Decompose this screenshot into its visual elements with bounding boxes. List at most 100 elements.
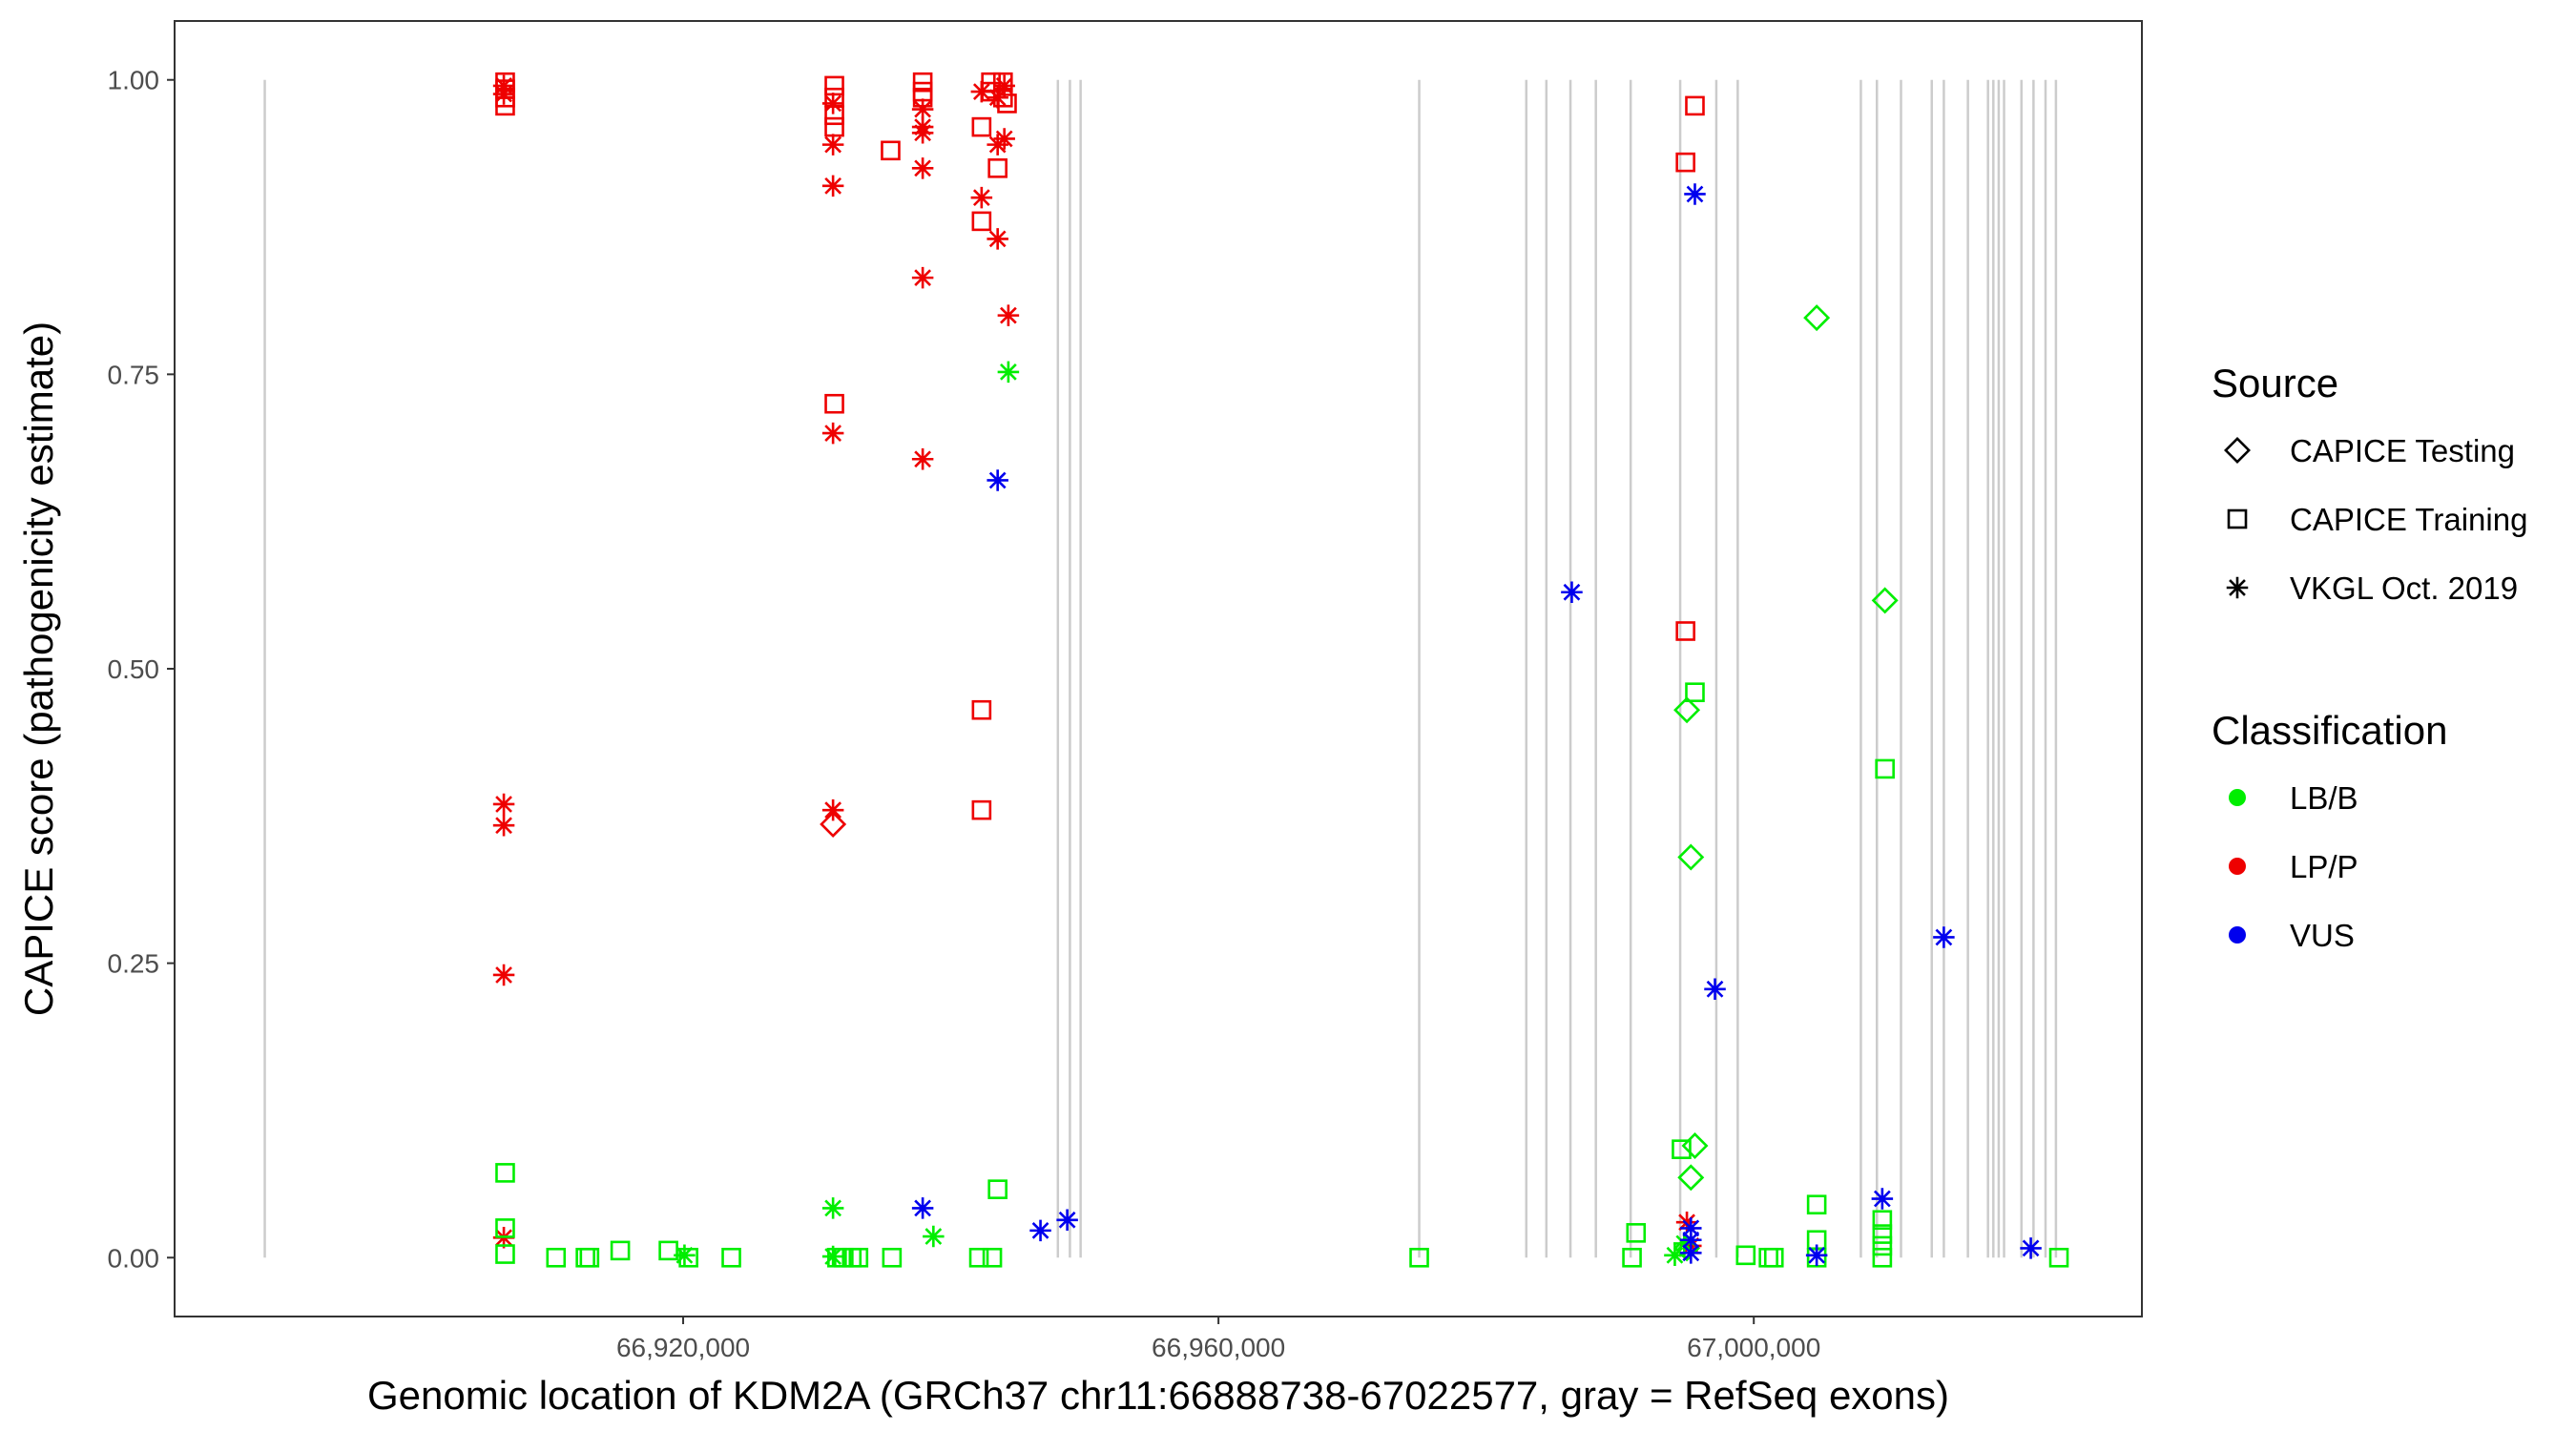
data-point — [881, 140, 901, 161]
series-diamond-LPP — [820, 810, 847, 838]
x-tick-label: 66,960,000 — [1152, 1333, 1285, 1362]
series-asterisk-LBB — [674, 361, 1695, 1268]
data-point — [1806, 1194, 1827, 1215]
data-point — [987, 1179, 1008, 1199]
data-point — [923, 1225, 945, 1248]
data-point — [1871, 587, 1899, 614]
legend-label: LB/B — [2290, 780, 2358, 816]
data-point — [911, 157, 934, 179]
data-point — [610, 1240, 631, 1261]
data-point — [911, 122, 934, 144]
y-tick-label: 0.25 — [108, 949, 160, 979]
legend-source-title: Source — [2212, 361, 2338, 405]
data-point — [1672, 1139, 1692, 1159]
data-point — [495, 1218, 515, 1238]
y-tick-label: 0.50 — [108, 654, 160, 684]
data-point — [1805, 1244, 1828, 1267]
x-axis-title: Genomic location of KDM2A (GRCh37 chr11:… — [367, 1373, 1949, 1418]
legend-key-dot — [2229, 789, 2246, 806]
data-point — [821, 798, 844, 821]
legend-item-source: CAPICE Training — [2227, 502, 2527, 537]
data-point — [1872, 1247, 1893, 1268]
legend-key-square — [2227, 508, 2248, 529]
data-point — [546, 1247, 567, 1268]
data-point — [987, 469, 1008, 491]
data-point — [971, 799, 992, 820]
legend-item-classification: VUS — [2229, 918, 2355, 953]
data-point — [1664, 1244, 1686, 1267]
data-point — [971, 211, 992, 232]
data-point — [1875, 758, 1895, 779]
legend-key-asterisk — [2226, 576, 2249, 599]
legend-classification-title: Classification — [2212, 708, 2447, 753]
data-point — [997, 361, 1020, 384]
data-points — [492, 72, 2069, 1268]
data-point — [824, 393, 844, 414]
data-point — [1029, 1219, 1051, 1242]
legend-key-diamond — [2224, 437, 2251, 464]
legend-item-classification: LP/P — [2229, 849, 2358, 884]
exon-lines — [263, 79, 2058, 1258]
y-tick-label: 0.00 — [108, 1243, 160, 1273]
data-point — [968, 1247, 989, 1268]
data-point — [987, 228, 1008, 250]
data-point — [911, 1197, 934, 1219]
legend-label: LP/P — [2290, 849, 2358, 884]
data-point — [820, 810, 847, 838]
data-point — [1933, 926, 1955, 948]
plot-panel-border — [174, 20, 2143, 1317]
series-asterisk-LPP — [492, 74, 1702, 1257]
data-point — [2020, 1237, 2042, 1259]
data-point — [575, 1247, 595, 1268]
data-point — [492, 793, 515, 816]
data-point — [824, 105, 844, 126]
data-point — [1704, 978, 1726, 1001]
data-point — [1680, 1217, 1702, 1239]
data-point — [1675, 1211, 1698, 1234]
data-point — [1056, 1209, 1078, 1232]
legend-item-source: VKGL Oct. 2019 — [2226, 570, 2518, 606]
data-point — [1685, 95, 1705, 116]
data-point — [848, 1247, 869, 1268]
series-diamond-LBB — [1673, 304, 1899, 1262]
data-point — [1872, 1235, 1893, 1256]
data-point — [821, 93, 844, 114]
data-point — [1872, 1224, 1893, 1244]
data-point — [911, 266, 934, 289]
data-point — [971, 116, 992, 137]
data-point — [821, 1197, 844, 1219]
data-point — [495, 95, 515, 116]
data-point — [993, 74, 1015, 97]
data-point — [1684, 183, 1706, 205]
data-point — [1735, 1245, 1756, 1266]
data-point — [882, 1247, 903, 1268]
data-point — [1675, 152, 1695, 173]
data-point — [1673, 1233, 1695, 1255]
data-point — [821, 134, 844, 156]
data-point — [1409, 1247, 1429, 1268]
data-point — [1677, 843, 1705, 871]
data-point — [658, 1240, 678, 1261]
data-point — [1763, 1247, 1784, 1268]
y-tick-label: 1.00 — [108, 66, 160, 95]
data-point — [1872, 1210, 1893, 1231]
legend-label: VKGL Oct. 2019 — [2290, 570, 2518, 606]
data-point — [1758, 1247, 1778, 1268]
data-point — [1673, 696, 1701, 724]
data-point — [824, 116, 844, 137]
data-point — [821, 422, 844, 445]
legend-item-classification: LB/B — [2229, 780, 2358, 816]
data-point — [1675, 621, 1695, 641]
legend-label: VUS — [2290, 918, 2355, 953]
legend-label: CAPICE Training — [2290, 502, 2527, 537]
legend-label: CAPICE Testing — [2290, 433, 2515, 468]
data-point — [721, 1247, 741, 1268]
legend-item-source: CAPICE Testing — [2224, 433, 2515, 468]
series-square-LPP — [495, 72, 1705, 820]
data-point — [579, 1247, 600, 1268]
data-point — [821, 175, 844, 197]
data-point — [1561, 581, 1583, 604]
series-asterisk-VUS — [911, 183, 2042, 1267]
data-point — [821, 1245, 844, 1268]
data-point — [1680, 1242, 1702, 1264]
